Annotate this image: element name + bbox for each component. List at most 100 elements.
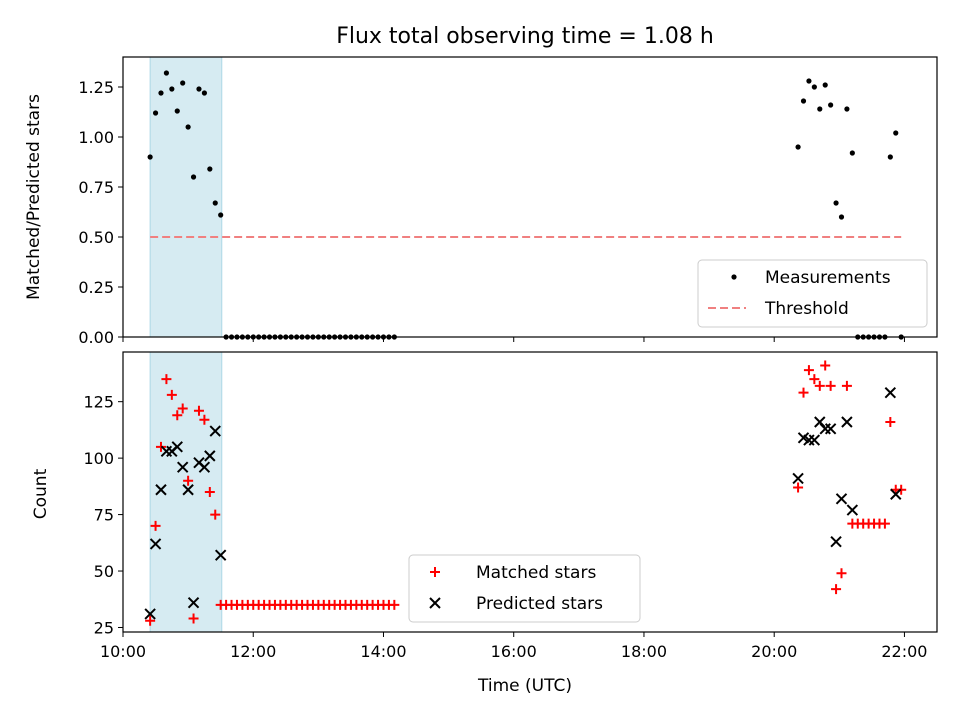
predicted-star-point [808, 434, 821, 446]
matched-star-point [814, 380, 825, 391]
y-tick-label: 1.00 [78, 128, 114, 147]
legend-matched-swatch [430, 567, 440, 577]
matched-star-point [166, 389, 177, 400]
predicted-star-point [830, 535, 842, 548]
measurement-point [800, 98, 807, 104]
predicted-star-point [819, 423, 831, 435]
matched-star-point [210, 509, 221, 520]
measurement-point [833, 200, 839, 206]
count-ylabel: Count [31, 468, 51, 519]
y-tick-label: 125 [83, 393, 114, 412]
predicted-star-point [792, 472, 804, 485]
predicted-star-point [198, 461, 211, 473]
legend-label: Matched stars [476, 563, 596, 583]
predicted-star-point [835, 493, 848, 505]
ratio-ylabel: Matched/Predicted stars [24, 94, 44, 300]
matched-star-point [204, 487, 215, 497]
y-tick-label: 0.50 [78, 228, 114, 247]
predicted-star-point [824, 423, 837, 435]
predicted-star-point [176, 461, 189, 473]
predicted-star-point [884, 386, 897, 399]
y-tick-label: 50 [94, 562, 114, 581]
y-tick-label: 0.00 [78, 328, 114, 347]
count-panel: Count Time (UTC) 25 50 75 100 125 10:00 12:00 1… [31, 351, 938, 696]
figure-title: Flux total observing time = 1.08 h [336, 24, 714, 49]
predicted-star-point [187, 596, 200, 609]
predicted-star-point [155, 484, 167, 496]
measurement-point [811, 84, 817, 90]
measurement-point [844, 106, 850, 112]
predicted-star-point [171, 441, 183, 453]
measurement-point [196, 86, 202, 92]
matched-star-point [879, 518, 890, 529]
measurement-point [887, 154, 893, 160]
measurement-point [849, 150, 855, 156]
matched-star-point [150, 520, 161, 531]
measurement-point [838, 214, 845, 220]
axes-frame [122, 351, 938, 633]
measurement-point [795, 144, 801, 150]
predicted-star-point [182, 484, 194, 496]
matched-star-point [161, 374, 172, 385]
x-tick-label: 22:00 [881, 642, 927, 661]
count-legend: Matched stars Predicted stars [408, 554, 641, 623]
observing-span [149, 56, 223, 338]
measurement-point [174, 108, 180, 114]
matched-star-point [841, 380, 852, 391]
predicted-star-point [846, 504, 859, 516]
predicted-star-point [841, 416, 853, 428]
measurement-point [893, 130, 899, 136]
legend-box [697, 259, 928, 328]
measurement-point [147, 154, 153, 160]
legend-predicted-swatch [429, 597, 441, 609]
legend-label: Measurements [765, 268, 891, 288]
measurement-point [169, 86, 175, 92]
matched-star-point [172, 410, 183, 421]
measurement-point [180, 80, 186, 86]
measurement-point [158, 90, 164, 96]
measurement-point [218, 212, 224, 218]
matched-star-point [836, 568, 847, 579]
legend-box [408, 554, 641, 623]
y-tick-label: 0.75 [78, 178, 114, 197]
matched-star-point [825, 380, 836, 391]
measurement-point [190, 174, 197, 180]
measurement-point [163, 70, 170, 76]
ratio-panel: Matched/Predicted stars 0.00 0.25 0.50 0.75… [24, 56, 938, 347]
matched-star-point [199, 414, 210, 425]
measurement-point [822, 82, 828, 88]
predicted-star-point [204, 450, 216, 462]
x-tick-label: 20:00 [751, 642, 797, 661]
matched-star-point [793, 482, 804, 493]
matched-star-point [885, 417, 896, 427]
measurement-point [806, 78, 812, 84]
matched-star-point [389, 599, 400, 610]
matched-star-point [193, 405, 204, 416]
x-tick-label: 14:00 [360, 642, 406, 661]
measurement-point [207, 166, 213, 172]
measurement-point [828, 102, 834, 108]
predicted-star-point [890, 488, 902, 500]
measurement-point [152, 110, 159, 116]
legend-label: Predicted stars [476, 594, 603, 614]
y-tick-label: 1.25 [78, 78, 114, 97]
measurement-point [201, 90, 207, 96]
matched-star-point [809, 374, 820, 385]
matched-star-point [820, 360, 831, 371]
predicted-star-point [149, 538, 162, 550]
predicted-star-point [214, 549, 227, 561]
matched-star-point [145, 615, 156, 626]
predicted-star-point [144, 608, 156, 620]
x-tick-label: 12:00 [230, 642, 276, 661]
measurement-point [185, 124, 191, 130]
y-tick-label: 75 [94, 506, 114, 525]
matched-star-point [798, 387, 809, 398]
x-tick-label: 18:00 [621, 642, 667, 661]
y-tick-label: 25 [94, 618, 114, 637]
matched-star-point [177, 403, 188, 414]
x-tick-label: 16:00 [491, 642, 537, 661]
legend-label: Threshold [764, 299, 849, 319]
matched-star-point [803, 365, 814, 376]
x-tick-label: 10:00 [100, 642, 146, 661]
